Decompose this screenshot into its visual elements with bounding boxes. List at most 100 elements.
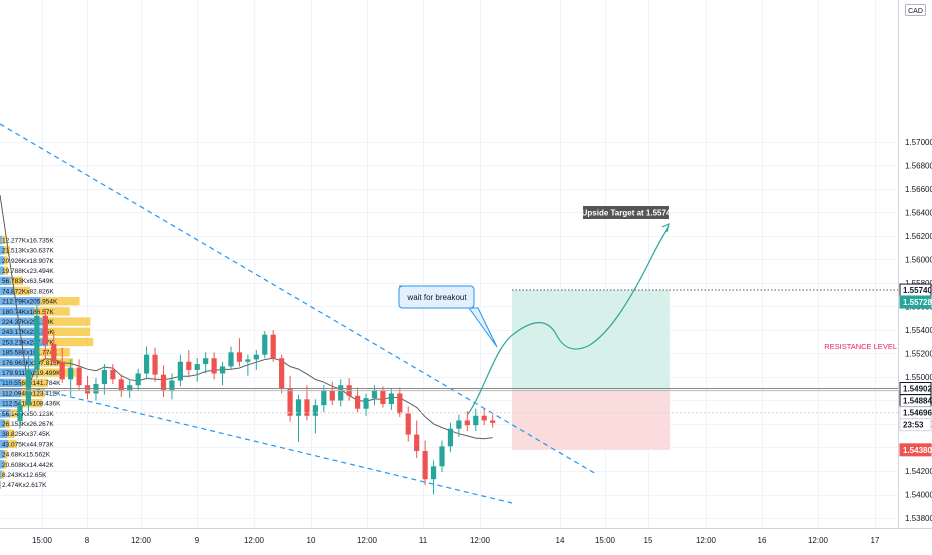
currency-box[interactable]: CAD (906, 5, 926, 16)
vp-label: 12.277Kx16.735K (2, 237, 54, 244)
candle-body (389, 393, 394, 404)
candle-body (482, 416, 487, 421)
vp-label: 112.541Kx108.436K (2, 401, 61, 408)
candle-body (271, 335, 276, 359)
vp-label: 2.474Kx2.617K (2, 482, 47, 489)
candle-body (136, 373, 141, 385)
price-tag-label: 1.54380 (903, 446, 932, 455)
candle-body (144, 355, 149, 374)
candle-body (456, 420, 461, 428)
price-tick-label: 1.56800 (905, 162, 932, 171)
price-tick-label: 1.55200 (905, 350, 932, 359)
candle-body (68, 368, 73, 380)
candle-body (296, 399, 301, 415)
resistance-level-label: RESISTANCE LEVEL (824, 342, 897, 351)
price-tick-label: 1.56400 (905, 209, 932, 218)
candle-body (195, 364, 200, 370)
vp-label: 26.153Kx26.267K (2, 421, 54, 428)
vp-label: 112.094Kx123.412K (2, 390, 61, 397)
candle-body (321, 390, 326, 405)
vp-label: 43.075Kx44.973K (2, 441, 54, 448)
price-tick-label: 1.56000 (905, 256, 932, 265)
candle-body (228, 352, 233, 366)
target-label-text: Upside Target at 1.5574 (582, 209, 671, 218)
candle-body (355, 396, 360, 409)
candle-body (313, 405, 318, 416)
price-tick-label: 1.54200 (905, 467, 932, 476)
time-tick-label: 14 (556, 536, 565, 545)
candle-body (262, 335, 267, 355)
candle-body (186, 362, 191, 370)
candle-body (169, 381, 174, 392)
time-tick-label: 15:00 (32, 536, 53, 545)
vp-label: 24.68Kx15.562K (2, 452, 51, 459)
candle-body (254, 355, 259, 360)
candle-body (26, 370, 31, 405)
candle-body (380, 390, 385, 404)
candle-body (85, 385, 90, 393)
candle-body (237, 352, 242, 361)
vp-label: 110.556Kx141.784K (2, 380, 61, 387)
candle-body (330, 390, 335, 401)
candle-body (439, 446, 444, 466)
candle-body (178, 362, 183, 381)
callout-text: wait for breakout (406, 293, 467, 302)
time-tick-label: 16 (758, 536, 767, 545)
time-tick-label: 11 (419, 536, 428, 545)
price-tag-label: 1.54884 (903, 397, 932, 406)
candle-body (51, 344, 56, 362)
stop-zone (512, 391, 670, 450)
vp-label: 19.788Kx23.494K (2, 268, 54, 275)
candle-body (119, 379, 124, 391)
price-tag-label: 1.54696 (903, 409, 932, 418)
candle-body (102, 370, 107, 384)
time-tick-label: 12:00 (696, 536, 717, 545)
candle-body (372, 390, 377, 398)
target-zone (512, 290, 670, 391)
candle-body (423, 451, 428, 479)
candle-body (220, 366, 225, 373)
candle-body (287, 389, 292, 416)
time-tick-label: 9 (195, 536, 200, 545)
time-tick-label: 15:00 (595, 536, 616, 545)
candle-body (414, 435, 419, 451)
candle-body (279, 358, 284, 389)
price-tick-label: 1.55400 (905, 326, 932, 335)
target-label: Upside Target at 1.5574 (582, 206, 671, 219)
candle-body (43, 316, 48, 344)
price-tick-label: 1.57000 (905, 138, 932, 147)
candle-body (397, 393, 402, 413)
vp-label: 185.58Kx181.774K (2, 350, 58, 357)
time-tick-label: 12:00 (470, 536, 491, 545)
vp-label: 38.825Kx37.45K (2, 431, 51, 438)
candle-body (338, 385, 343, 400)
candle-body (304, 399, 309, 415)
candle-body (110, 370, 115, 379)
position-zones (512, 290, 670, 450)
candle-body (406, 413, 411, 434)
candle-body (465, 420, 470, 425)
currency-label: CAD (908, 8, 923, 15)
time-tick-label: 10 (307, 536, 316, 545)
price-tick-label: 1.56200 (905, 232, 932, 241)
time-tick-label: 17 (871, 536, 880, 545)
candle-body (152, 355, 157, 375)
time-tick-label: 12:00 (357, 536, 378, 545)
time-tick-label: 15 (644, 536, 653, 545)
price-tick-label: 1.56600 (905, 185, 932, 194)
time-tick-label: 12:00 (131, 536, 152, 545)
price-tick-label: 1.55000 (905, 373, 932, 382)
candle-body (76, 368, 81, 386)
candle-body (363, 398, 368, 409)
vp-label: 179.911Kx219.499K (2, 370, 61, 377)
candle-body (60, 362, 65, 380)
vp-label: 21.513Kx30.637K (2, 248, 54, 255)
candle-body (473, 416, 478, 425)
vp-label: 20.608Kx14.442K (2, 462, 54, 469)
time-tick-label: 12:00 (244, 536, 265, 545)
candle-body (431, 466, 436, 479)
candle-body (212, 358, 217, 373)
